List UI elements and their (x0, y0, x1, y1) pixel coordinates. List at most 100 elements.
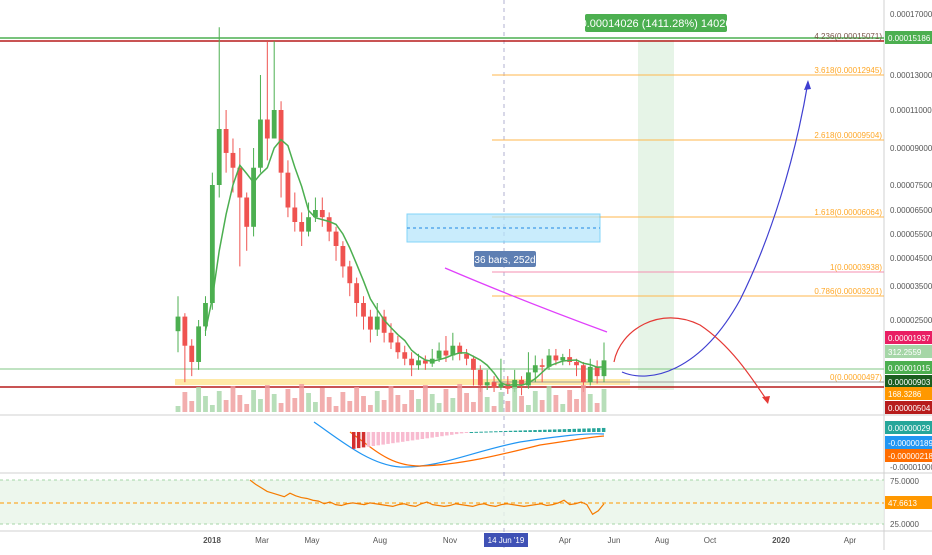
macd-badge: 0.00000029 (885, 421, 932, 434)
x-axis-tick: Aug (373, 536, 387, 545)
macd-histogram-bar (552, 429, 557, 432)
price-axis-tick: 0.00003500 (890, 282, 932, 291)
price-axis-tick: 0.00005500 (890, 230, 932, 239)
rsi-axis-tick: 25.0000 (890, 520, 919, 529)
price-axis-tick: 0.00009000 (890, 144, 932, 153)
candle-body (450, 345, 456, 356)
volume-bar (189, 401, 195, 412)
price-badge: 168.3286 (885, 387, 932, 400)
macd-histogram-bar (420, 432, 425, 439)
fib-level-label: 1.618(0.00006064) (814, 208, 882, 217)
macd-histogram-bar (386, 432, 390, 444)
volume-bar (574, 399, 579, 412)
rsi-axis-tick: 75.0000 (890, 477, 919, 486)
volume-bar (354, 387, 360, 412)
macd-histogram-bar (376, 432, 380, 446)
macd-histogram-bar (513, 430, 518, 432)
candle-body (354, 283, 360, 303)
price-axis-tick: 0.00017000 (890, 10, 932, 19)
macd-histogram-bar (366, 432, 371, 447)
candle-body (251, 167, 256, 227)
volume-bar (601, 389, 607, 412)
macd-histogram-bar (494, 431, 498, 433)
candle-body (306, 217, 311, 232)
x-axis-tick: 2020 (772, 536, 790, 545)
volume-bar (244, 404, 250, 412)
macd-histogram-bar (405, 432, 410, 442)
projection-arrow-blue (804, 80, 811, 90)
macd-histogram-bar (557, 429, 562, 432)
volume-bar (395, 395, 401, 412)
target-badge: 0.00014026 (1411.28%) 14026 (581, 14, 732, 32)
candle-body (237, 167, 243, 198)
price-badge: 0.00000504 (885, 401, 932, 414)
macd-histogram-bar (597, 428, 601, 432)
pink-ma-line (444, 267, 608, 333)
volume-bar (505, 401, 511, 412)
candle-body (216, 129, 222, 185)
volume-bar (436, 403, 442, 412)
candle-body (182, 316, 188, 346)
candle-body (546, 355, 552, 367)
macd-line (313, 421, 605, 468)
macd-histogram-bar (410, 432, 415, 441)
candle-body (381, 316, 387, 333)
candle-body (526, 372, 531, 386)
x-axis-tick: May (304, 536, 319, 545)
candle-body (443, 350, 449, 356)
price-badge-text: 0.00001937 (888, 334, 931, 343)
volume-bar (209, 405, 215, 412)
macd-histogram-bar (592, 428, 596, 432)
macd-histogram-bar (440, 432, 444, 437)
candle-body (402, 352, 408, 359)
volume-bar (271, 394, 277, 412)
x-axis-tick: Mar (255, 536, 269, 545)
macd-histogram-bar (430, 432, 434, 438)
x-axis-tick: Nov (443, 536, 457, 545)
volume-bar (374, 391, 380, 412)
volume-bar (429, 394, 435, 412)
projection-bearish-curve (613, 317, 769, 403)
candle-body (532, 365, 538, 373)
candle-body (491, 382, 497, 388)
target-badge-bg (585, 14, 727, 32)
price-badge: 0.00001015 (885, 361, 932, 374)
price-badge-bg (885, 361, 932, 374)
x-axis-tick: Oct (704, 536, 717, 545)
macd-histogram-bar (356, 432, 361, 449)
candle-body (477, 369, 483, 386)
volume-bar (477, 388, 483, 412)
price-axis-tick: 0.00013000 (890, 71, 932, 80)
macd-badge: -0.00000189 (885, 436, 932, 449)
candle-body (574, 361, 579, 366)
rsi-badge-bg (885, 496, 932, 509)
volume-bar (313, 402, 318, 412)
volume-bar (402, 404, 408, 412)
candle-body (299, 222, 305, 232)
candle-body (223, 129, 229, 153)
volume-bar (539, 400, 545, 412)
candle-body (587, 366, 593, 383)
volume-bar (416, 399, 421, 412)
volume-bar (175, 406, 181, 412)
price-axis-tick: 0.00007500 (890, 181, 932, 190)
price-badge: 312.2559 (885, 345, 932, 358)
candle-body (209, 185, 215, 303)
macd-histogram-bar (454, 432, 459, 435)
candle-body (264, 119, 270, 139)
fib-level-label: 0.786(0.00003201) (814, 287, 882, 296)
candle-body (319, 210, 325, 218)
macd-histogram-bar (396, 432, 400, 443)
volume-bar (340, 392, 346, 412)
price-badge: 0.00015186 (885, 31, 932, 44)
rsi-band (0, 480, 884, 524)
price-badge-text: 312.2559 (888, 348, 922, 357)
volume-bar (519, 396, 524, 412)
target-badge-text: 0.00014026 (1411.28%) 14026 (581, 18, 732, 30)
projection-bullish-curve (621, 81, 809, 377)
candle-body (203, 303, 208, 327)
macd-histogram-bar (582, 428, 586, 432)
candle-body (416, 360, 421, 366)
